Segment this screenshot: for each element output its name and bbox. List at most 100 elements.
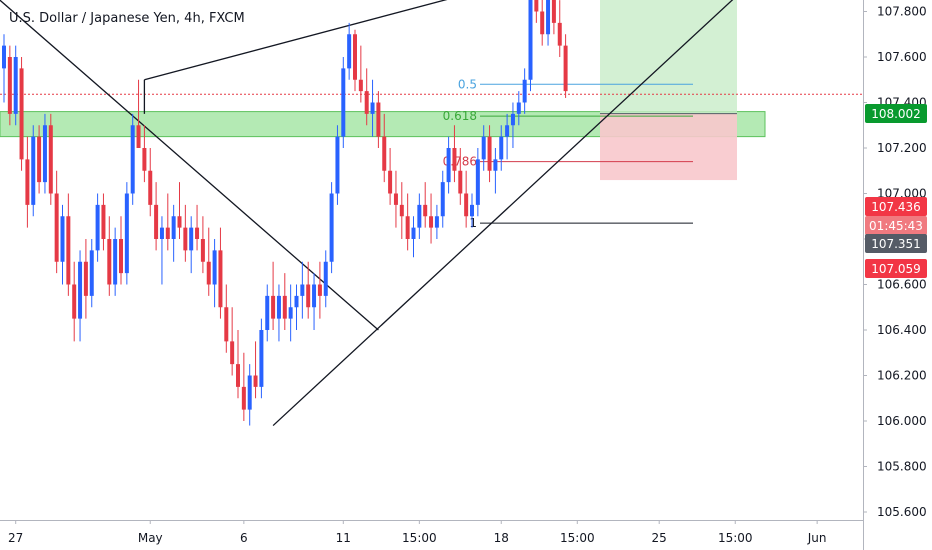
candle-body	[241, 386, 246, 410]
candle-body	[399, 204, 404, 217]
candle-body	[417, 204, 422, 228]
candle-body	[458, 170, 463, 194]
candle-body	[142, 148, 147, 171]
candle-body	[2, 45, 6, 69]
candle-body	[253, 375, 258, 387]
candle-body	[452, 148, 457, 171]
candle-body	[200, 239, 205, 262]
price-tick-label: 107.200	[877, 141, 927, 155]
time-tick-label: 27	[8, 531, 23, 545]
candle-body	[7, 57, 12, 114]
candle-body	[528, 0, 533, 80]
candle-body	[54, 193, 59, 262]
candle-body	[247, 375, 252, 410]
fib-label: 0.618	[443, 109, 477, 123]
candle-body	[83, 261, 88, 296]
candle-body	[19, 68, 24, 160]
candle-body	[119, 239, 123, 274]
candle-body	[516, 102, 521, 114]
candle-body	[206, 261, 211, 285]
candle-body	[72, 284, 77, 319]
candle-body	[440, 182, 445, 217]
candle-body	[136, 125, 141, 148]
candle-body	[429, 216, 434, 228]
candle-body	[481, 136, 486, 160]
candle-body	[183, 227, 188, 251]
price-tag-label: 107.351	[871, 237, 921, 251]
time-tick-label: 15:00	[402, 531, 437, 545]
candle-body	[25, 159, 30, 205]
time-tick-label: May	[138, 531, 163, 545]
price-tick-label: 106.000	[877, 414, 927, 428]
price-tick-label: 105.800	[877, 460, 927, 474]
candle-body	[364, 91, 369, 114]
candle-body	[107, 239, 112, 285]
price-tag-bg	[865, 197, 927, 216]
candle-body	[288, 307, 293, 319]
candle-body	[563, 45, 568, 92]
candle-body	[265, 295, 270, 330]
candle-body	[329, 193, 334, 262]
long-position-tool[interactable]	[0, 0, 863, 181]
candle-body	[323, 261, 328, 296]
time-axis[interactable]: 27 May 6 11 15:00 18 15:00 25 15:00 Jun	[8, 520, 827, 545]
candle-body	[376, 102, 381, 137]
time-tick-label: 6	[240, 531, 248, 545]
candle-body	[382, 136, 387, 171]
candle-body	[557, 22, 562, 46]
trendline-0	[0, 0, 379, 331]
price-tick-label: 105.600	[877, 505, 927, 519]
candle-body	[499, 136, 504, 160]
candle-body	[95, 204, 100, 251]
candle-body	[423, 204, 428, 217]
candle-body	[546, 0, 551, 35]
price-tag-label: 108.002	[871, 107, 921, 121]
candle-body	[195, 227, 200, 239]
candle-body	[37, 136, 42, 183]
price-tick-label: 106.400	[877, 323, 927, 337]
candle-body	[48, 125, 53, 194]
candle-body	[189, 227, 194, 251]
candle-body	[475, 159, 480, 205]
candle-body	[89, 250, 94, 296]
candle-body	[78, 261, 83, 319]
candle-body	[540, 11, 545, 35]
candle-body	[388, 170, 393, 194]
candle-body	[551, 0, 556, 23]
candle-body	[124, 193, 129, 274]
price-tag-bg	[865, 104, 927, 123]
candle-body	[522, 79, 527, 103]
fibonacci-retracement[interactable]: 00.50.6180.7861	[443, 0, 693, 230]
stop-area	[600, 113, 737, 181]
candle-body	[130, 125, 135, 194]
candle-body	[370, 102, 375, 114]
price-tag-bg	[865, 234, 927, 253]
candle-body	[177, 216, 182, 228]
trendline-2	[144, 0, 448, 81]
trendlines[interactable]	[0, 0, 823, 427]
time-tick-label: 18	[494, 531, 509, 545]
candle-body	[505, 125, 510, 137]
candle-body	[411, 227, 416, 239]
time-tick-label: 15:00	[718, 531, 753, 545]
time-tick-label: Jun	[807, 531, 827, 545]
candle-body	[341, 68, 346, 137]
trendline-1	[272, 0, 734, 427]
candle-body	[148, 170, 153, 205]
price-tick-label: 106.200	[877, 369, 927, 383]
time-tick-label: 15:00	[560, 531, 595, 545]
price-tag-bg	[865, 259, 927, 278]
candle-body	[510, 113, 515, 126]
candle-body	[470, 204, 474, 217]
candle-body	[464, 193, 469, 217]
candle-body	[66, 216, 71, 285]
candle-body	[276, 295, 281, 319]
target-area	[600, 0, 737, 114]
fib-label: 1	[469, 216, 477, 230]
time-tick-label: 25	[652, 531, 667, 545]
price-tag-label: 01:45:43	[869, 219, 923, 233]
candle-body	[335, 136, 340, 194]
candle-body	[159, 227, 164, 239]
